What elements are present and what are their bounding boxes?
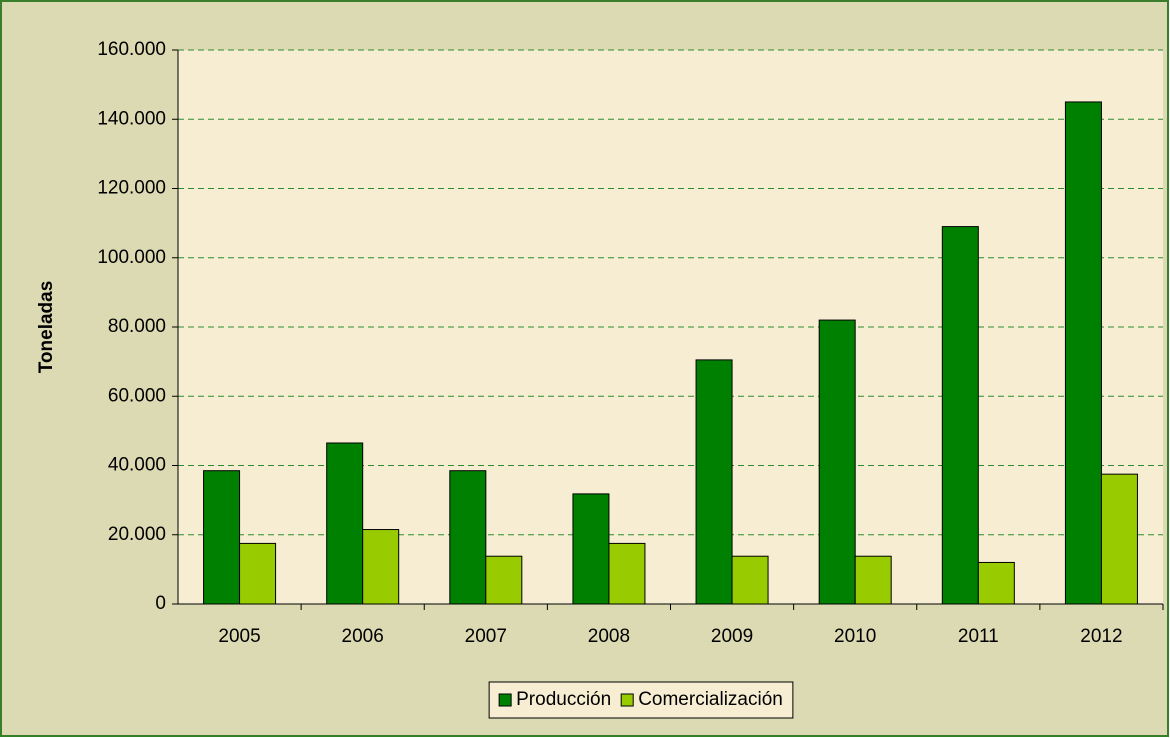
y-tick-label: 140.000 <box>97 108 166 129</box>
x-tick-label: 2008 <box>588 626 630 647</box>
y-tick-label: 80.000 <box>108 316 166 337</box>
bar <box>1100 473 1138 605</box>
x-tick-label: 2006 <box>342 626 384 647</box>
y-tick-label: 160.000 <box>97 39 166 60</box>
bar <box>449 470 487 605</box>
y-tick-label: 40.000 <box>108 455 166 476</box>
x-tick-label: 2007 <box>465 626 507 647</box>
y-tick-label: 100.000 <box>97 247 166 268</box>
y-axis-label: Toneladas <box>36 281 57 374</box>
y-tick-label: 20.000 <box>108 524 166 545</box>
legend-label: Comercialización <box>638 689 783 710</box>
bar <box>731 555 769 605</box>
bar <box>485 555 523 605</box>
bar <box>854 555 892 605</box>
legend-swatch <box>620 693 634 707</box>
x-tick-label: 2012 <box>1080 626 1122 647</box>
bar <box>326 442 364 605</box>
bar <box>239 542 277 605</box>
y-tick-label: 60.000 <box>108 385 166 406</box>
y-tick-label: 0 <box>155 593 166 614</box>
bar <box>818 319 856 605</box>
x-tick-label: 2011 <box>958 626 999 647</box>
legend-swatch <box>498 693 512 707</box>
bar <box>695 359 733 605</box>
bar <box>572 493 610 605</box>
x-tick-label: 2009 <box>711 626 753 647</box>
x-tick-label: 2010 <box>834 626 876 647</box>
bar <box>608 542 646 605</box>
y-tick-label: 120.000 <box>97 178 166 199</box>
bar <box>941 226 979 605</box>
x-tick-label: 2005 <box>218 626 260 647</box>
legend-label: Producción <box>516 689 611 710</box>
bar <box>362 529 400 605</box>
bar <box>1064 101 1102 605</box>
bar <box>977 561 1015 605</box>
legend <box>488 681 794 719</box>
bar <box>203 470 241 605</box>
